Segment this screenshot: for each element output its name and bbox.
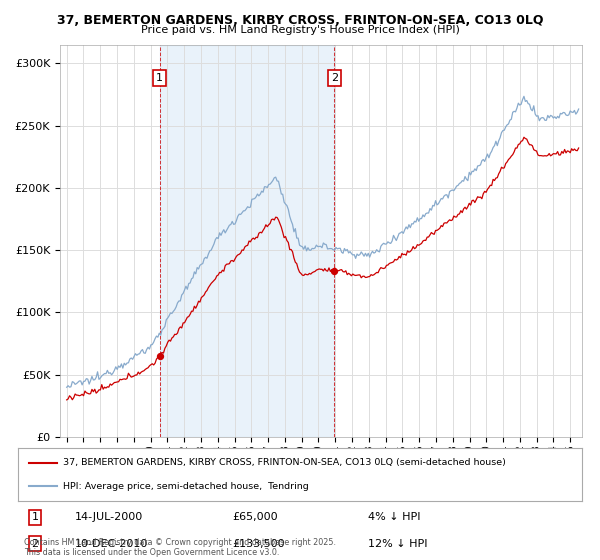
- Text: HPI: Average price, semi-detached house,  Tendring: HPI: Average price, semi-detached house,…: [63, 482, 309, 491]
- Text: 1: 1: [156, 73, 163, 83]
- Text: 10-DEC-2010: 10-DEC-2010: [74, 539, 148, 549]
- Text: 12% ↓ HPI: 12% ↓ HPI: [368, 539, 427, 549]
- Text: 4% ↓ HPI: 4% ↓ HPI: [368, 512, 420, 522]
- Text: Contains HM Land Registry data © Crown copyright and database right 2025.
This d: Contains HM Land Registry data © Crown c…: [24, 538, 336, 557]
- Text: 14-JUL-2000: 14-JUL-2000: [74, 512, 143, 522]
- Bar: [160, 45, 334, 437]
- Text: 37, BEMERTON GARDENS, KIRBY CROSS, FRINTON-ON-SEA, CO13 0LQ: 37, BEMERTON GARDENS, KIRBY CROSS, FRINT…: [57, 14, 543, 27]
- Text: £133,500: £133,500: [232, 539, 285, 549]
- Point: [155, 352, 164, 361]
- Text: 2: 2: [31, 539, 38, 549]
- Text: 2: 2: [331, 73, 338, 83]
- Text: £65,000: £65,000: [232, 512, 278, 522]
- Text: 1: 1: [31, 512, 38, 522]
- Text: Price paid vs. HM Land Registry's House Price Index (HPI): Price paid vs. HM Land Registry's House …: [140, 25, 460, 35]
- Point: [329, 266, 339, 275]
- Text: 37, BEMERTON GARDENS, KIRBY CROSS, FRINTON-ON-SEA, CO13 0LQ (semi-detached house: 37, BEMERTON GARDENS, KIRBY CROSS, FRINT…: [63, 459, 506, 468]
